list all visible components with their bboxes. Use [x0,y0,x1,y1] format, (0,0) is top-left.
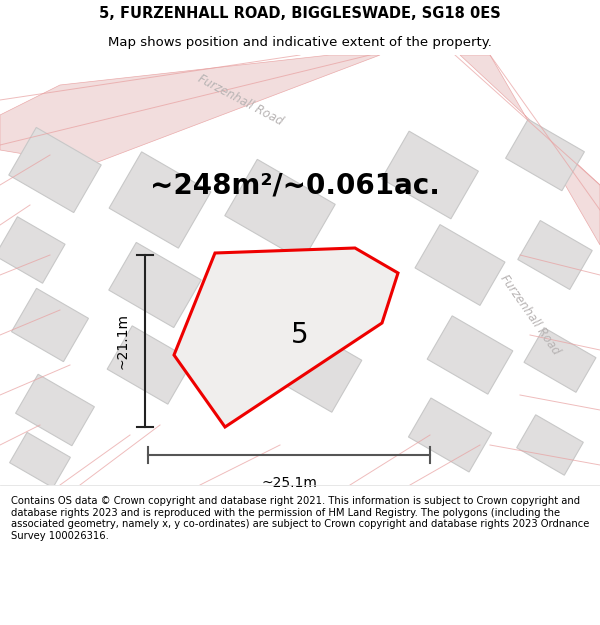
Polygon shape [11,288,88,362]
Polygon shape [258,318,362,412]
Polygon shape [9,127,101,212]
Text: ~248m²/~0.061ac.: ~248m²/~0.061ac. [150,171,440,199]
Polygon shape [0,55,380,165]
Text: ~21.1m: ~21.1m [116,313,130,369]
Polygon shape [225,159,335,261]
Polygon shape [16,374,94,446]
Polygon shape [517,415,583,475]
Polygon shape [415,224,505,306]
Polygon shape [0,217,65,283]
Polygon shape [409,398,491,472]
Polygon shape [460,55,600,245]
Polygon shape [427,316,513,394]
Text: Map shows position and indicative extent of the property.: Map shows position and indicative extent… [108,36,492,49]
Text: Furzenhall Road: Furzenhall Road [497,272,562,358]
Polygon shape [524,328,596,392]
Text: Furzenhall Road: Furzenhall Road [195,72,285,128]
Text: ~25.1m: ~25.1m [261,476,317,490]
Polygon shape [109,152,211,248]
Text: Contains OS data © Crown copyright and database right 2021. This information is : Contains OS data © Crown copyright and d… [11,496,589,541]
Polygon shape [109,242,201,328]
Polygon shape [382,131,478,219]
Polygon shape [107,326,193,404]
Polygon shape [174,248,398,427]
Polygon shape [506,119,584,191]
Polygon shape [518,221,592,289]
Polygon shape [10,432,70,488]
Text: 5, FURZENHALL ROAD, BIGGLESWADE, SG18 0ES: 5, FURZENHALL ROAD, BIGGLESWADE, SG18 0E… [99,6,501,21]
Text: 5: 5 [291,321,309,349]
